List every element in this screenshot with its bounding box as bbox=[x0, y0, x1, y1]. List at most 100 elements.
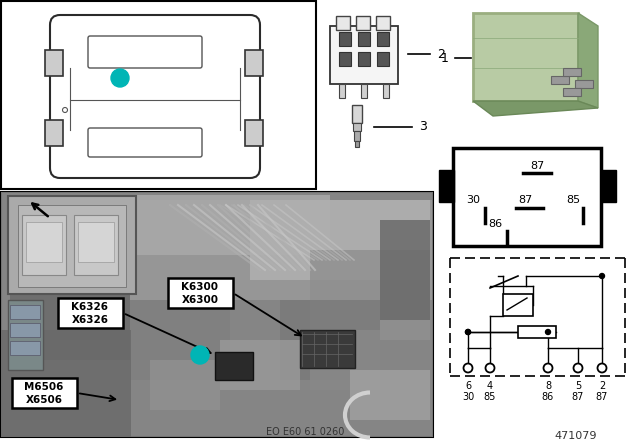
FancyBboxPatch shape bbox=[88, 128, 202, 157]
Bar bbox=[1, 192, 433, 437]
Bar bbox=[563, 68, 581, 76]
Circle shape bbox=[463, 363, 472, 372]
Bar bbox=[503, 294, 533, 316]
Bar bbox=[245, 50, 263, 76]
Circle shape bbox=[111, 69, 129, 87]
Bar bbox=[336, 16, 350, 30]
Bar bbox=[383, 84, 389, 98]
Bar bbox=[1, 330, 131, 437]
Text: 1: 1 bbox=[116, 73, 124, 83]
Bar bbox=[575, 80, 593, 88]
Bar bbox=[45, 50, 63, 76]
Bar bbox=[10, 305, 40, 319]
Text: 6: 6 bbox=[465, 381, 471, 391]
Text: 2: 2 bbox=[599, 381, 605, 391]
Bar bbox=[350, 370, 430, 420]
Bar bbox=[339, 52, 351, 66]
Bar bbox=[601, 170, 616, 202]
Text: 30: 30 bbox=[462, 392, 474, 402]
Bar bbox=[10, 323, 40, 337]
Text: 85: 85 bbox=[566, 195, 580, 205]
Text: 1: 1 bbox=[196, 350, 204, 360]
Bar bbox=[220, 340, 300, 390]
Bar bbox=[74, 215, 118, 275]
Bar bbox=[245, 120, 263, 146]
Bar bbox=[45, 120, 63, 146]
Bar bbox=[250, 200, 430, 280]
Bar bbox=[168, 278, 233, 308]
Bar bbox=[8, 196, 136, 294]
Bar bbox=[130, 200, 432, 300]
Text: K6300: K6300 bbox=[182, 282, 218, 292]
Circle shape bbox=[598, 363, 607, 372]
Text: 1: 1 bbox=[441, 52, 449, 65]
Bar bbox=[215, 352, 253, 380]
Bar bbox=[10, 280, 130, 360]
Text: 471079: 471079 bbox=[554, 431, 597, 441]
Bar bbox=[439, 170, 454, 202]
Bar bbox=[352, 105, 362, 123]
Bar bbox=[380, 220, 430, 320]
Bar bbox=[130, 300, 230, 380]
Circle shape bbox=[545, 329, 550, 335]
Text: EO E60 61 0260: EO E60 61 0260 bbox=[266, 427, 344, 437]
Text: X6506: X6506 bbox=[26, 395, 63, 405]
Bar bbox=[473, 13, 578, 101]
Bar bbox=[10, 341, 40, 355]
Bar bbox=[354, 131, 360, 141]
Circle shape bbox=[573, 363, 582, 372]
Bar bbox=[563, 88, 581, 96]
Bar bbox=[26, 222, 62, 262]
Bar bbox=[310, 330, 380, 390]
Text: 3: 3 bbox=[419, 121, 427, 134]
Text: 87: 87 bbox=[530, 161, 544, 171]
Bar bbox=[130, 195, 330, 255]
Bar bbox=[8, 300, 43, 370]
Bar bbox=[1, 1, 316, 189]
Bar bbox=[377, 52, 389, 66]
Circle shape bbox=[465, 329, 470, 335]
Circle shape bbox=[191, 346, 209, 364]
Text: 87: 87 bbox=[518, 195, 532, 205]
Circle shape bbox=[465, 329, 470, 335]
FancyBboxPatch shape bbox=[50, 15, 260, 178]
Bar bbox=[358, 32, 370, 46]
Bar bbox=[12, 378, 77, 408]
Text: K6326: K6326 bbox=[72, 302, 109, 312]
Text: 87: 87 bbox=[572, 392, 584, 402]
Circle shape bbox=[63, 108, 67, 112]
Bar bbox=[355, 141, 359, 147]
Circle shape bbox=[543, 363, 552, 372]
Bar bbox=[330, 26, 398, 84]
Bar bbox=[339, 84, 345, 98]
Bar bbox=[377, 32, 389, 46]
Bar bbox=[22, 215, 66, 275]
Text: 85: 85 bbox=[484, 392, 496, 402]
Bar bbox=[358, 52, 370, 66]
Bar bbox=[1, 192, 433, 437]
Bar bbox=[551, 76, 569, 84]
Bar bbox=[310, 250, 430, 340]
FancyBboxPatch shape bbox=[88, 36, 202, 68]
Bar bbox=[518, 326, 556, 338]
Text: 30: 30 bbox=[466, 195, 480, 205]
Bar bbox=[280, 300, 380, 380]
Bar bbox=[300, 330, 355, 368]
Bar bbox=[78, 222, 114, 262]
Text: 86: 86 bbox=[542, 392, 554, 402]
Text: 4: 4 bbox=[487, 381, 493, 391]
Text: 87: 87 bbox=[596, 392, 608, 402]
Bar bbox=[356, 16, 370, 30]
Text: 2: 2 bbox=[437, 47, 445, 60]
Polygon shape bbox=[578, 13, 598, 108]
Text: 5: 5 bbox=[575, 381, 581, 391]
Bar bbox=[353, 123, 361, 131]
Text: X6326: X6326 bbox=[72, 315, 109, 325]
Circle shape bbox=[600, 273, 605, 279]
Bar bbox=[339, 32, 351, 46]
Polygon shape bbox=[473, 101, 598, 116]
Text: X6300: X6300 bbox=[182, 295, 218, 305]
Bar bbox=[376, 16, 390, 30]
Text: 86: 86 bbox=[488, 219, 502, 229]
Text: 8: 8 bbox=[545, 381, 551, 391]
